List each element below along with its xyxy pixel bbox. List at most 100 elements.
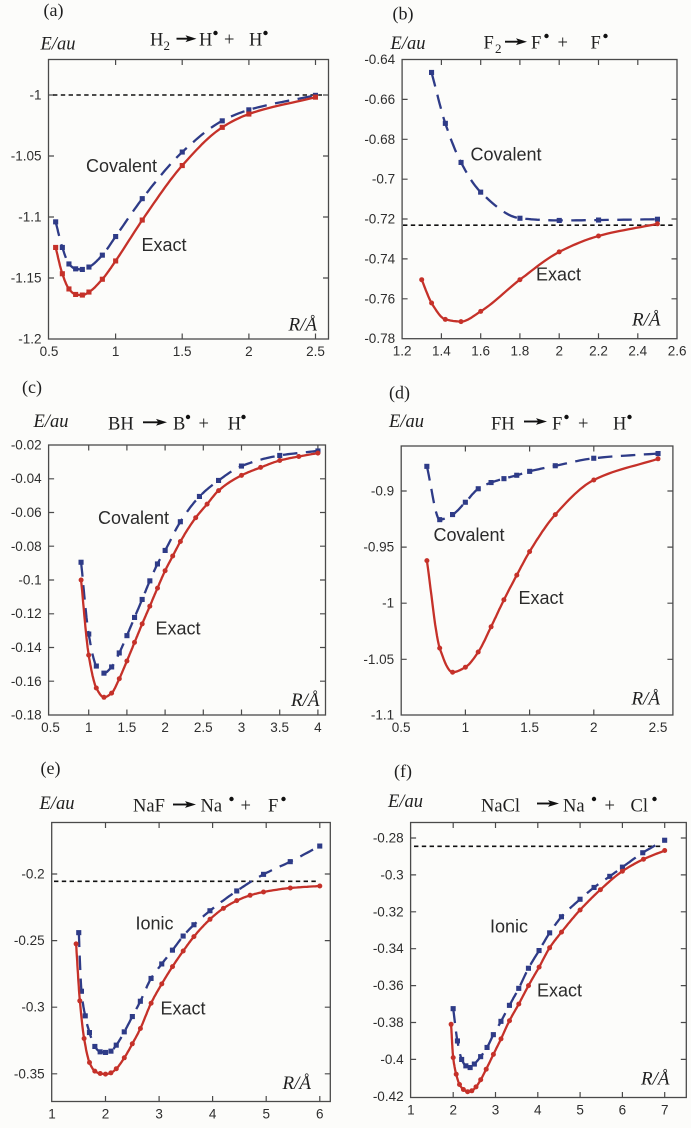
svg-text:E/au: E/au bbox=[40, 35, 76, 55]
svg-text:+: + bbox=[199, 415, 209, 435]
svg-text:-0.3: -0.3 bbox=[380, 867, 403, 882]
svg-text:4: 4 bbox=[534, 1103, 542, 1118]
svg-text:1.5: 1.5 bbox=[118, 720, 137, 735]
svg-text:Na: Na bbox=[201, 797, 223, 817]
svg-text:1.5: 1.5 bbox=[520, 720, 539, 735]
svg-text:Covalent: Covalent bbox=[98, 508, 169, 528]
svg-text:B: B bbox=[173, 415, 185, 435]
svg-text:(c): (c) bbox=[22, 377, 42, 398]
svg-text:-0.76: -0.76 bbox=[364, 291, 395, 306]
svg-text:-0.02: -0.02 bbox=[11, 438, 42, 453]
svg-text:BH: BH bbox=[108, 415, 134, 435]
svg-text:E/au: E/au bbox=[39, 794, 75, 814]
svg-text:Exact: Exact bbox=[156, 619, 201, 639]
svg-text:2: 2 bbox=[449, 1103, 457, 1118]
svg-text:3: 3 bbox=[238, 720, 246, 735]
svg-text:-0.95: -0.95 bbox=[363, 540, 394, 555]
svg-text:-0.64: -0.64 bbox=[364, 52, 395, 67]
svg-text:-0.34: -0.34 bbox=[373, 941, 404, 956]
svg-text:1: 1 bbox=[462, 720, 470, 735]
svg-text:H: H bbox=[199, 31, 212, 51]
svg-text:Exact: Exact bbox=[519, 588, 564, 608]
svg-text:Ionic: Ionic bbox=[136, 914, 174, 934]
svg-text:+: + bbox=[224, 31, 234, 51]
svg-text:R/Å: R/Å bbox=[631, 689, 661, 710]
svg-text:Na: Na bbox=[563, 797, 585, 817]
svg-text:-1: -1 bbox=[29, 88, 41, 103]
svg-text:Exact: Exact bbox=[537, 981, 582, 1001]
svg-text:-0.3: -0.3 bbox=[21, 1000, 44, 1015]
svg-text:1: 1 bbox=[407, 1103, 415, 1118]
svg-text:-0.16: -0.16 bbox=[11, 674, 42, 689]
svg-text:H: H bbox=[613, 415, 626, 435]
svg-text:-0.1: -0.1 bbox=[18, 573, 41, 588]
svg-text:1.8: 1.8 bbox=[511, 344, 530, 359]
svg-text:2.5: 2.5 bbox=[194, 720, 213, 735]
svg-text:2.2: 2.2 bbox=[589, 344, 608, 359]
svg-text:-0.25: -0.25 bbox=[14, 933, 45, 948]
svg-text:3.5: 3.5 bbox=[270, 720, 289, 735]
svg-text:2: 2 bbox=[495, 41, 502, 56]
svg-text:-0.68: -0.68 bbox=[364, 132, 395, 147]
svg-text:F: F bbox=[552, 415, 562, 435]
svg-text:1.6: 1.6 bbox=[471, 344, 490, 359]
svg-text:FH: FH bbox=[491, 415, 515, 435]
svg-text:2.6: 2.6 bbox=[668, 344, 687, 359]
svg-text:(d): (d) bbox=[389, 383, 410, 404]
svg-text:+: + bbox=[605, 797, 615, 817]
svg-text:Exact: Exact bbox=[536, 265, 581, 285]
svg-text:2.5: 2.5 bbox=[649, 720, 668, 735]
svg-text:4: 4 bbox=[209, 1107, 217, 1122]
svg-text:2: 2 bbox=[590, 720, 598, 735]
svg-text:-0.36: -0.36 bbox=[373, 978, 404, 993]
svg-text:F: F bbox=[531, 34, 541, 54]
svg-text:-0.4: -0.4 bbox=[380, 1052, 404, 1067]
svg-text:-0.06: -0.06 bbox=[11, 505, 42, 520]
svg-text:-1.1: -1.1 bbox=[371, 708, 394, 723]
svg-text:E/au: E/au bbox=[388, 412, 424, 432]
svg-text:+: + bbox=[578, 415, 588, 435]
svg-text:2.4: 2.4 bbox=[628, 344, 647, 359]
svg-text:-0.35: -0.35 bbox=[14, 1066, 45, 1081]
svg-text:0.5: 0.5 bbox=[392, 720, 411, 735]
svg-text:-0.72: -0.72 bbox=[364, 212, 395, 227]
svg-text:6: 6 bbox=[316, 1107, 324, 1122]
svg-text:2: 2 bbox=[555, 344, 563, 359]
svg-text:F: F bbox=[591, 34, 601, 54]
svg-text:F: F bbox=[484, 34, 494, 54]
svg-text:R/Å: R/Å bbox=[640, 1069, 670, 1090]
svg-text:-0.04: -0.04 bbox=[11, 471, 42, 486]
svg-text:NaCl: NaCl bbox=[481, 797, 520, 817]
svg-text:-0.12: -0.12 bbox=[11, 606, 42, 621]
svg-text:2: 2 bbox=[161, 720, 169, 735]
svg-text:-1.05: -1.05 bbox=[363, 652, 394, 667]
svg-text:NaF: NaF bbox=[133, 797, 165, 817]
svg-text:7: 7 bbox=[661, 1103, 669, 1118]
svg-text:0.5: 0.5 bbox=[40, 344, 59, 359]
svg-text:-0.7: -0.7 bbox=[372, 172, 395, 187]
svg-text:1: 1 bbox=[85, 720, 93, 735]
svg-text:R/Å: R/Å bbox=[288, 315, 318, 336]
svg-text:-1.1: -1.1 bbox=[18, 210, 41, 225]
svg-text:Cl: Cl bbox=[631, 797, 648, 817]
svg-text:(b): (b) bbox=[393, 4, 414, 25]
svg-text:H: H bbox=[249, 31, 262, 51]
svg-text:(e): (e) bbox=[41, 758, 61, 779]
svg-text:Ionic: Ionic bbox=[490, 917, 528, 937]
svg-text:-0.2: -0.2 bbox=[21, 867, 44, 882]
svg-text:-0.66: -0.66 bbox=[364, 92, 395, 107]
svg-text:4: 4 bbox=[314, 720, 322, 735]
svg-text:-0.08: -0.08 bbox=[11, 539, 42, 554]
svg-text:-0.74: -0.74 bbox=[364, 251, 395, 266]
svg-text:1: 1 bbox=[112, 344, 120, 359]
svg-text:1.2: 1.2 bbox=[393, 344, 412, 359]
svg-text:Exact: Exact bbox=[142, 235, 187, 255]
svg-text:-0.78: -0.78 bbox=[364, 331, 395, 346]
svg-text:F: F bbox=[268, 797, 278, 817]
svg-text:2: 2 bbox=[245, 344, 253, 359]
svg-text:Exact: Exact bbox=[161, 999, 206, 1019]
svg-text:0.5: 0.5 bbox=[41, 720, 60, 735]
svg-text:-1.05: -1.05 bbox=[11, 149, 42, 164]
svg-text:-1: -1 bbox=[382, 596, 394, 611]
svg-text:1.4: 1.4 bbox=[432, 344, 451, 359]
